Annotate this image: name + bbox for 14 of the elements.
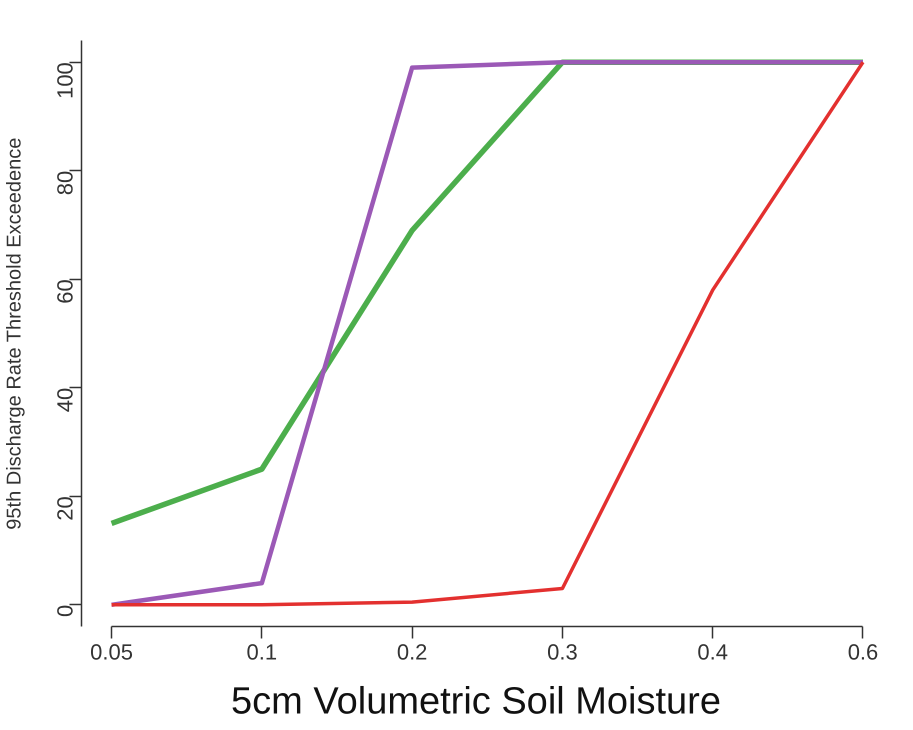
y-tick-label: 0 (52, 604, 78, 618)
x-tick-label: 0.6 (848, 640, 878, 664)
x-tick-label: 0.05 (90, 640, 133, 664)
x-tick-label: 0.4 (697, 640, 728, 664)
y-tick-label: 60 (52, 279, 78, 304)
x-tick-label: 0.2 (396, 640, 428, 664)
x-tick-label: 0.3 (547, 640, 578, 664)
y-tick-label: 80 (52, 170, 78, 196)
y-tick-label: 20 (52, 496, 78, 521)
y-tick-label: 40 (52, 388, 78, 412)
y-tick-label: 100 (52, 62, 78, 99)
x-tick-label: 0.1 (246, 640, 278, 664)
x-axis-title: 5cm Volumetric Soil Moisture (231, 680, 721, 722)
y-axis-title: 95th Discharge Rate Threshold Exceedence (4, 138, 26, 530)
